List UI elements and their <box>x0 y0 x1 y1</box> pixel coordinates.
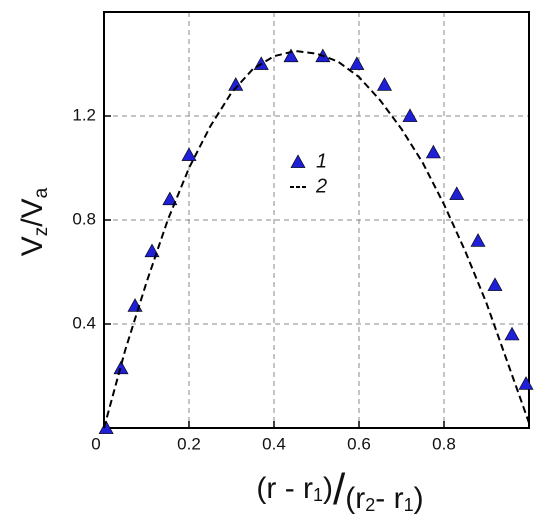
y-label-part: z <box>31 227 52 237</box>
y-label-part: a <box>31 187 52 198</box>
x-label-part: / <box>333 465 346 514</box>
data-point <box>162 191 178 206</box>
data-point <box>349 56 365 70</box>
x-label-part: (r - r <box>256 472 313 505</box>
data-point <box>504 326 520 341</box>
x-label-part: ) <box>414 482 424 515</box>
data-point <box>98 420 114 434</box>
x-axis-label: (r - r1)/(r2- r1) <box>256 465 423 515</box>
y-label-part: V <box>16 236 49 256</box>
x-label-part: - r <box>375 482 403 515</box>
data-point <box>283 48 299 63</box>
x-label-part: 1 <box>404 495 414 515</box>
data-point <box>449 186 465 200</box>
x-tick-label: 0.4 <box>262 434 286 453</box>
x-tick-label: 0.6 <box>347 434 371 453</box>
data-point <box>113 360 129 375</box>
y-tick-label: 0.4 <box>72 313 96 332</box>
legend-label: 2 <box>315 175 327 197</box>
y-axis-label: Vz/Va <box>16 187 52 256</box>
data-point <box>144 243 160 258</box>
plot-frame <box>103 11 530 429</box>
x-label-part: 2 <box>365 495 375 515</box>
y-label-part: / <box>16 218 49 227</box>
y-tick-label: 1.2 <box>72 105 96 124</box>
data-point <box>487 277 503 291</box>
legend-marker <box>290 154 306 168</box>
y-label-part: V <box>16 198 49 218</box>
x-tick-label: 0.2 <box>177 434 201 453</box>
data-point <box>402 108 418 122</box>
data-point <box>376 77 393 91</box>
data-point <box>425 144 441 159</box>
x-tick-label: 0.8 <box>432 434 456 453</box>
x-label-part: 1 <box>313 485 323 505</box>
x-label-part: ) <box>323 472 333 505</box>
x-label-part: (r <box>345 482 365 515</box>
y-tick-label: 0.8 <box>72 209 96 228</box>
data-point <box>470 233 486 247</box>
data-point <box>181 147 197 161</box>
data-line <box>103 49 530 429</box>
x-tick-label: 0 <box>91 434 100 453</box>
legend-label: 1 <box>316 150 327 172</box>
data-point <box>518 376 534 390</box>
data-point <box>228 77 244 91</box>
